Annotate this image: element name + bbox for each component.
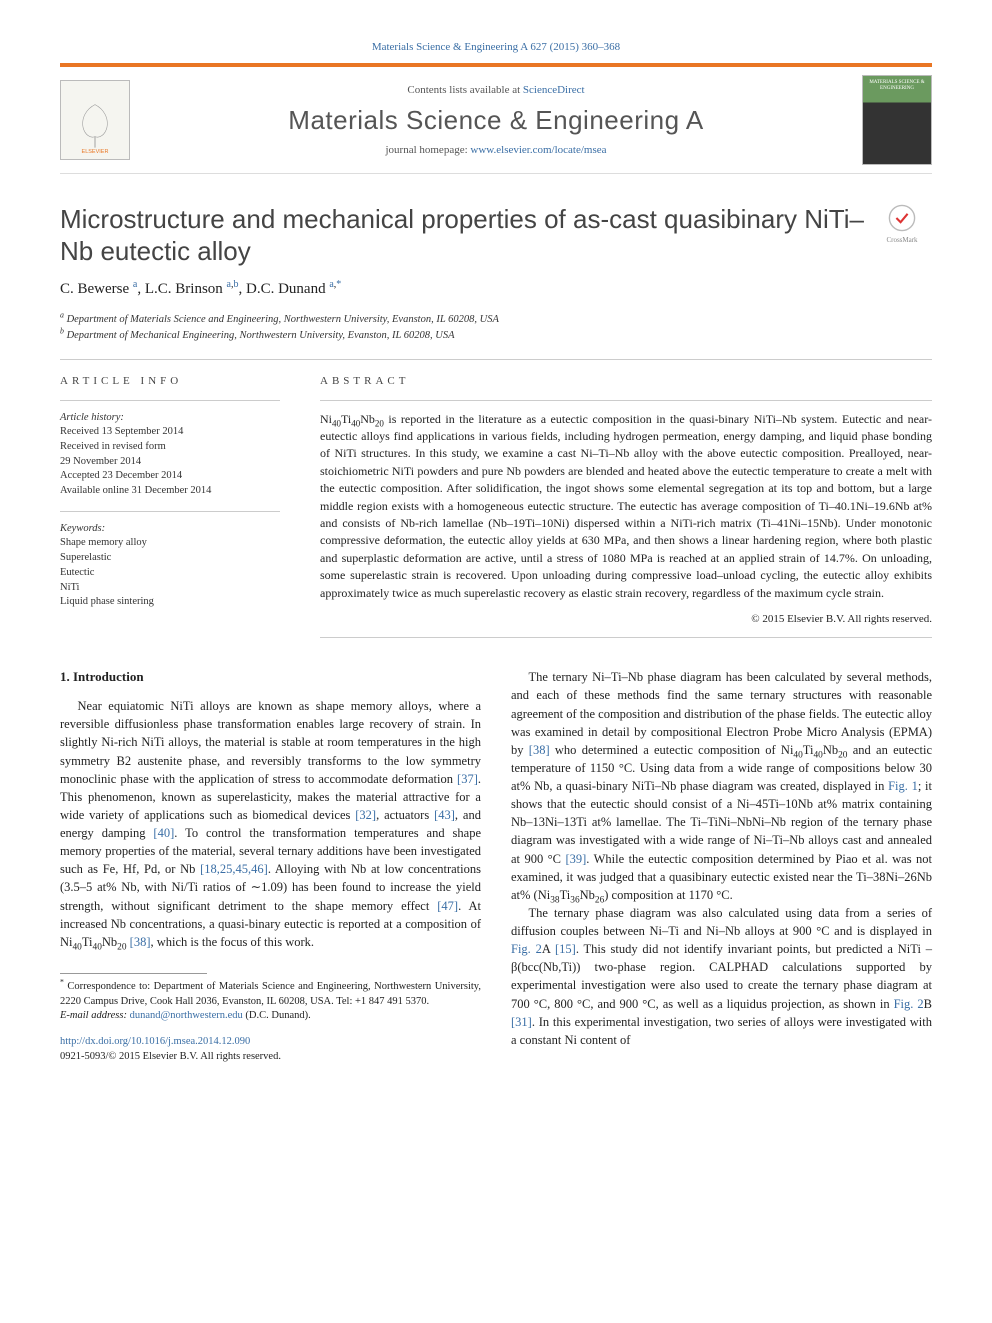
email-author-name: (D.C. Dunand). <box>245 1010 310 1021</box>
article-info-column: article info Article history: Received 1… <box>60 374 280 638</box>
issn-copyright: 0921-5093/© 2015 Elsevier B.V. All right… <box>60 1051 281 1062</box>
journal-info-block: Contents lists available at ScienceDirec… <box>150 83 842 158</box>
keyword: NiTi <box>60 582 79 593</box>
crossmark-icon <box>888 204 916 232</box>
email-label: E-mail address: <box>60 1010 127 1021</box>
abstract-heading: abstract <box>320 374 932 389</box>
article-info-heading: article info <box>60 374 280 389</box>
column-left: 1. Introduction Near equiatomic NiTi all… <box>60 668 481 1064</box>
history-accepted: Accepted 23 December 2014 <box>60 470 182 481</box>
crossmark-badge[interactable]: CrossMark <box>872 204 932 246</box>
running-header-link[interactable]: Materials Science & Engineering A 627 (2… <box>372 41 620 53</box>
keyword: Shape memory alloy <box>60 537 147 548</box>
abstract-copyright: © 2015 Elsevier B.V. All rights reserved… <box>320 612 932 627</box>
history-online: Available online 31 December 2014 <box>60 485 211 496</box>
journal-cover-thumbnail: MATERIALS SCIENCE & ENGINEERING <box>862 75 932 165</box>
running-header: Materials Science & Engineering A 627 (2… <box>60 40 932 55</box>
masthead: ELSEVIER Contents lists available at Sci… <box>60 63 932 174</box>
author-list: C. Bewerse a, L.C. Brinson a,b, D.C. Dun… <box>60 279 932 300</box>
body-text-left: Near equiatomic NiTi alloys are known as… <box>60 697 481 951</box>
journal-name: Materials Science & Engineering A <box>150 102 842 138</box>
author-email-link[interactable]: dunand@northwestern.edu <box>130 1010 243 1021</box>
contents-prefix: Contents lists available at <box>407 84 522 96</box>
footnote-rule <box>60 973 207 974</box>
info-abstract-row: article info Article history: Received 1… <box>60 374 932 638</box>
elsevier-tree-icon: ELSEVIER <box>70 100 120 155</box>
homepage-link[interactable]: www.elsevier.com/locate/msea <box>470 144 606 156</box>
article-title: Microstructure and mechanical properties… <box>60 204 932 266</box>
crossmark-label: CrossMark <box>872 236 932 246</box>
keyword: Liquid phase sintering <box>60 596 154 607</box>
section-heading: 1. Introduction <box>60 668 481 687</box>
history-received: Received 13 September 2014 <box>60 426 183 437</box>
column-right: The ternary Ni–Ti–Nb phase diagram has b… <box>511 668 932 1064</box>
keyword: Eutectic <box>60 567 94 578</box>
publisher-logo: ELSEVIER <box>60 80 130 160</box>
history-revised-date: 29 November 2014 <box>60 456 141 467</box>
body-columns: 1. Introduction Near equiatomic NiTi all… <box>60 668 932 1064</box>
affiliations: a Department of Materials Science and En… <box>60 312 932 344</box>
homepage-prefix: journal homepage: <box>385 144 470 156</box>
abstract-column: abstract Ni40Ti40Nb20 is reported in the… <box>320 374 932 638</box>
contents-available-line: Contents lists available at ScienceDirec… <box>150 83 842 98</box>
keyword: Superelastic <box>60 552 111 563</box>
abstract-text: Ni40Ti40Nb20 is reported in the literatu… <box>320 411 932 602</box>
affiliation-a: a Department of Materials Science and En… <box>60 312 932 328</box>
email-note: E-mail address: dunand@northwestern.edu … <box>60 1009 481 1024</box>
svg-text:ELSEVIER: ELSEVIER <box>82 150 109 156</box>
body-text-right: The ternary Ni–Ti–Nb phase diagram has b… <box>511 668 932 1049</box>
rule <box>60 359 932 360</box>
cover-text: MATERIALS SCIENCE & ENGINEERING <box>865 78 929 93</box>
doi-block: http://dx.doi.org/10.1016/j.msea.2014.12… <box>60 1034 481 1064</box>
history-heading: Article history: <box>60 412 124 423</box>
homepage-line: journal homepage: www.elsevier.com/locat… <box>150 143 842 158</box>
sciencedirect-link[interactable]: ScienceDirect <box>523 84 585 96</box>
footnotes: * Correspondence to: Department of Mater… <box>60 980 481 1024</box>
keywords-block: Keywords: Shape memory alloy Superelasti… <box>60 522 280 610</box>
affiliation-b: b Department of Mechanical Engineering, … <box>60 328 932 344</box>
keywords-heading: Keywords: <box>60 523 105 534</box>
article-history-block: Article history: Received 13 September 2… <box>60 411 280 499</box>
history-revised-label: Received in revised form <box>60 441 166 452</box>
doi-link[interactable]: http://dx.doi.org/10.1016/j.msea.2014.12… <box>60 1036 250 1047</box>
correspondence-note: * Correspondence to: Department of Mater… <box>60 980 481 1009</box>
